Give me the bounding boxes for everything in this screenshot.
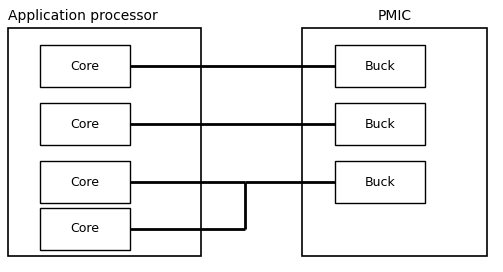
Bar (335, 45, 425, 87)
Bar (8, 28, 201, 256)
Text: Core: Core (70, 175, 100, 188)
Text: Buck: Buck (365, 118, 395, 131)
Bar (40, 45, 130, 87)
Bar (302, 28, 487, 256)
Text: Application processor: Application processor (8, 9, 158, 23)
Bar (335, 161, 425, 203)
Text: Core: Core (70, 222, 100, 236)
Text: Buck: Buck (365, 175, 395, 188)
Bar (335, 103, 425, 145)
Text: PMIC: PMIC (377, 9, 411, 23)
Bar (40, 103, 130, 145)
Text: Buck: Buck (365, 60, 395, 73)
Bar (40, 161, 130, 203)
Bar (40, 208, 130, 250)
Text: Core: Core (70, 60, 100, 73)
Text: Core: Core (70, 118, 100, 131)
